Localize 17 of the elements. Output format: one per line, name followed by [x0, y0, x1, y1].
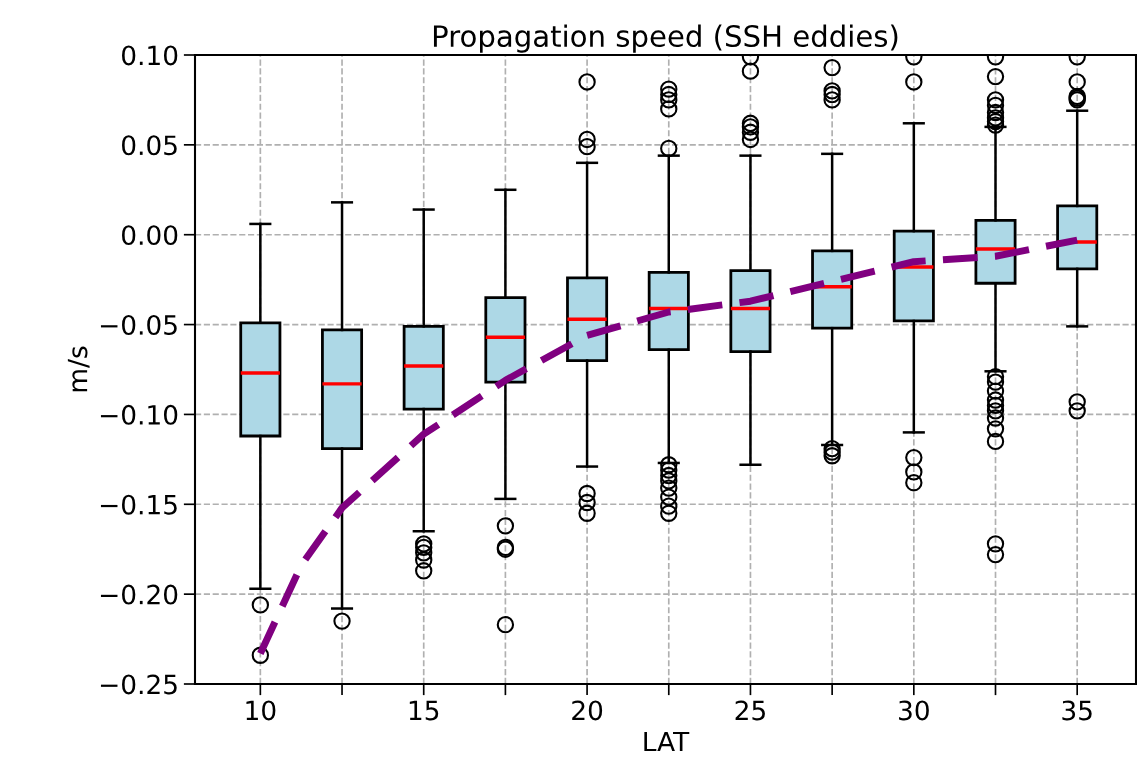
y-tick-label: −0.25 [100, 674, 177, 695]
x-tick-label: 20 [572, 700, 603, 721]
y-tick-label: −0.15 [100, 494, 177, 515]
x-tick-label: 10 [246, 700, 276, 721]
y-tick-label: 0.05 [122, 135, 177, 156]
y-tick-label: −0.20 [100, 584, 178, 605]
x-tick-label: 30 [899, 700, 929, 721]
y-tick-label: −0.10 [100, 404, 178, 425]
chart-title: Propagation speed (SSH eddies) [433, 24, 898, 53]
y-axis-title: m/s [67, 346, 90, 392]
x-tick-label: 35 [1062, 700, 1092, 721]
x-tick-label: 25 [735, 700, 765, 721]
y-tick-label: 0.10 [122, 45, 178, 66]
y-tick-label: −0.05 [100, 315, 177, 335]
x-axis-title: LAT [644, 731, 690, 752]
y-tick-label: 0.00 [122, 225, 178, 246]
x-tick-label: 15 [409, 700, 439, 721]
